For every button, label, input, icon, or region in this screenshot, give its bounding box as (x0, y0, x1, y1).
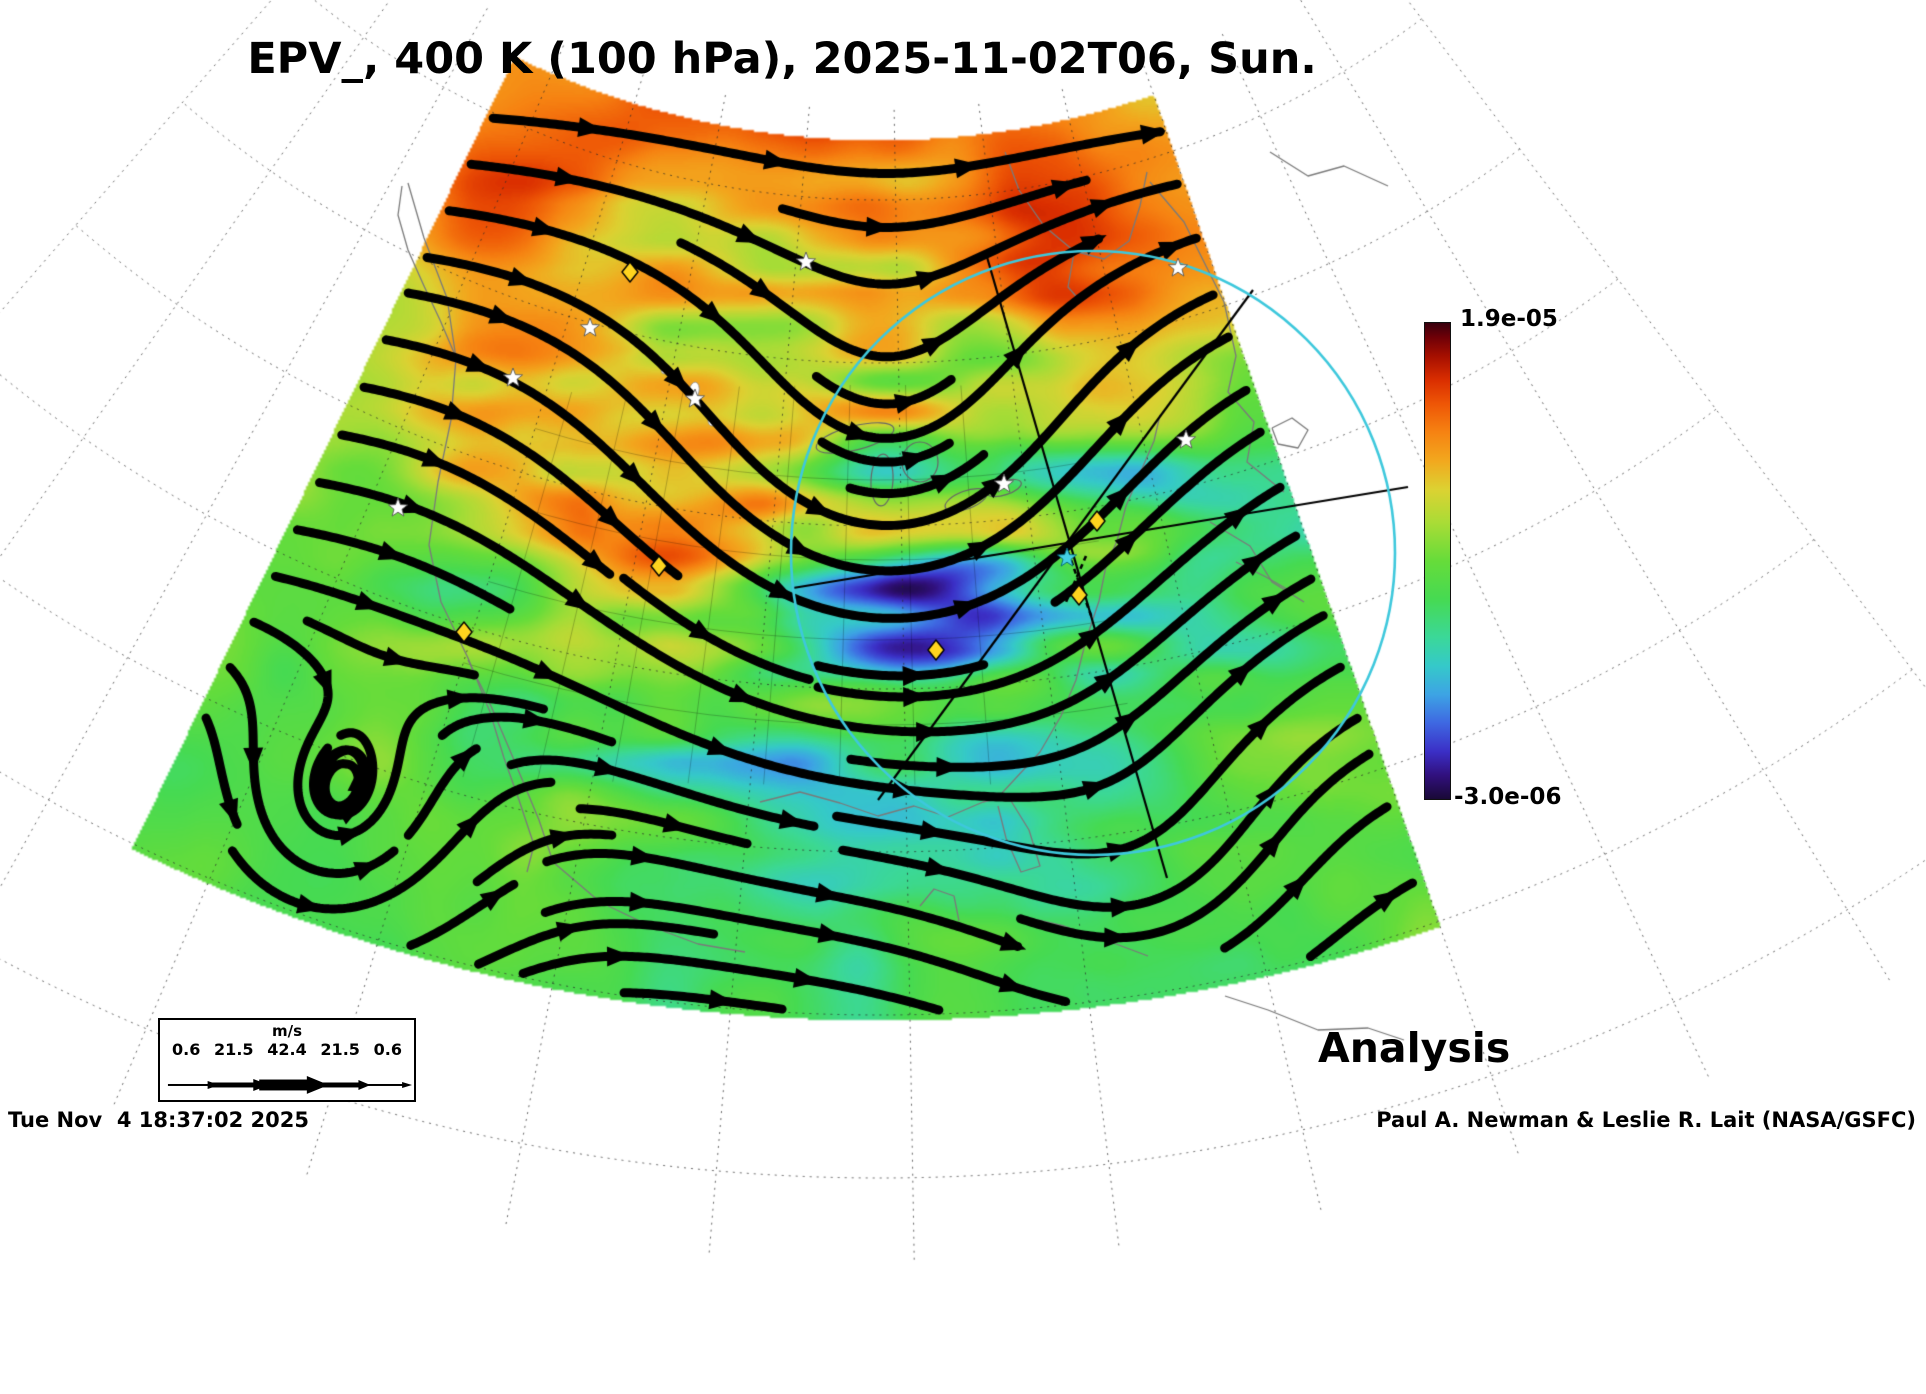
wind-legend-value: 21.5 (320, 1040, 360, 1059)
wind-legend-value: 0.6 (373, 1040, 402, 1059)
colorbar-max-label: 1.9e-05 (1460, 306, 1558, 332)
wind-legend-units: m/s (271, 1022, 303, 1040)
wind-legend-value: 42.4 (267, 1040, 307, 1059)
colorbar-min-label: -3.0e-06 (1454, 784, 1562, 810)
analysis-label: Analysis (1318, 1024, 1511, 1072)
wind-legend-values: 0.6 21.5 42.4 21.5 0.6 (160, 1040, 414, 1059)
wind-legend-value: 21.5 (214, 1040, 254, 1059)
timestamp: Tue Nov 4 18:37:02 2025 (8, 1108, 309, 1132)
credit: Paul A. Newman & Leslie R. Lait (NASA/GS… (1376, 1108, 1916, 1132)
chart-title: EPV_, 400 K (100 hPa), 2025-11-02T06, Su… (247, 34, 1317, 84)
wind-speed-legend: m/s 0.6 21.5 42.4 21.5 0.6 (158, 1018, 416, 1102)
colorbar (1424, 322, 1451, 800)
wind-legend-value: 0.6 (172, 1040, 201, 1059)
wind-arrow-scale-icon (167, 1076, 413, 1094)
